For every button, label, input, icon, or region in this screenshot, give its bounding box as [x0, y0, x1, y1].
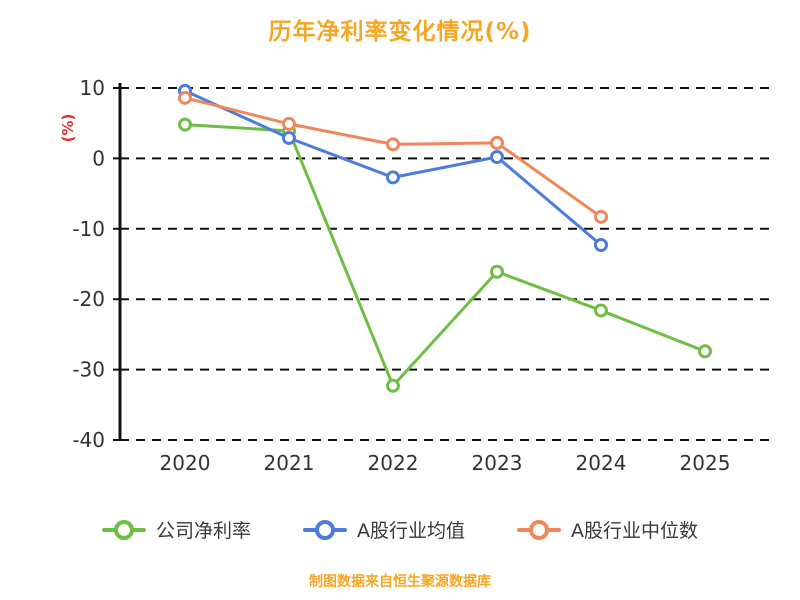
data-point-marker: [594, 209, 608, 224]
legend-dot-industry-mean: [315, 519, 335, 540]
y-tick-label: -10: [72, 217, 105, 241]
data-point-marker: [386, 378, 400, 393]
legend-label-industry-median: A股行业中位数: [571, 520, 698, 542]
data-point-marker: [490, 149, 504, 164]
legend-label-industry-mean: A股行业均值: [357, 520, 465, 542]
chart-title: 历年净利率变化情况(%): [268, 19, 532, 45]
data-point-marker: [282, 130, 296, 145]
y-tick-label: 0: [92, 146, 105, 170]
x-tick-label: 2021: [264, 451, 315, 475]
series-line: [183, 96, 603, 219]
data-point-marker: [594, 303, 608, 318]
data-point-marker: [490, 264, 504, 279]
legend-label-company: 公司净利率: [155, 520, 251, 542]
data-point-marker: [178, 117, 192, 132]
legend: 公司净利率 A股行业均值 A股行业中位数: [0, 516, 800, 543]
y-tick-label: 10: [80, 76, 105, 100]
legend-marker-industry-mean-icon: [303, 519, 347, 541]
data-point-marker: [386, 137, 400, 152]
x-tick-label: 2023: [472, 451, 523, 475]
x-tick-label: 2022: [368, 451, 419, 475]
legend-marker-company-icon: [101, 519, 146, 541]
x-tick-label: 2025: [680, 451, 731, 475]
legend-item-industry-mean: A股行业均值: [303, 516, 465, 543]
data-point-marker: [490, 135, 504, 150]
data-point-marker: [178, 90, 192, 105]
legend-item-industry-median: A股行业中位数: [517, 516, 698, 543]
y-tick-label: -40: [72, 428, 105, 452]
legend-dot-company: [113, 519, 134, 540]
series-line: [183, 123, 707, 388]
data-point-marker: [594, 237, 608, 252]
chart-footer: 制图数据来自恒生聚源数据库: [309, 574, 491, 590]
y-tick-label: -20: [72, 287, 105, 311]
legend-dot-industry-median: [529, 519, 549, 540]
data-point-marker: [282, 116, 296, 131]
legend-marker-industry-median-icon: [517, 519, 561, 541]
x-tick-label: 2024: [576, 451, 627, 475]
y-tick-label: -30: [72, 358, 105, 382]
legend-item-company-net-margin: 公司净利率: [101, 516, 251, 543]
data-point-marker: [386, 170, 400, 185]
data-point-marker: [698, 344, 712, 359]
x-tick-label: 2020: [160, 451, 211, 475]
